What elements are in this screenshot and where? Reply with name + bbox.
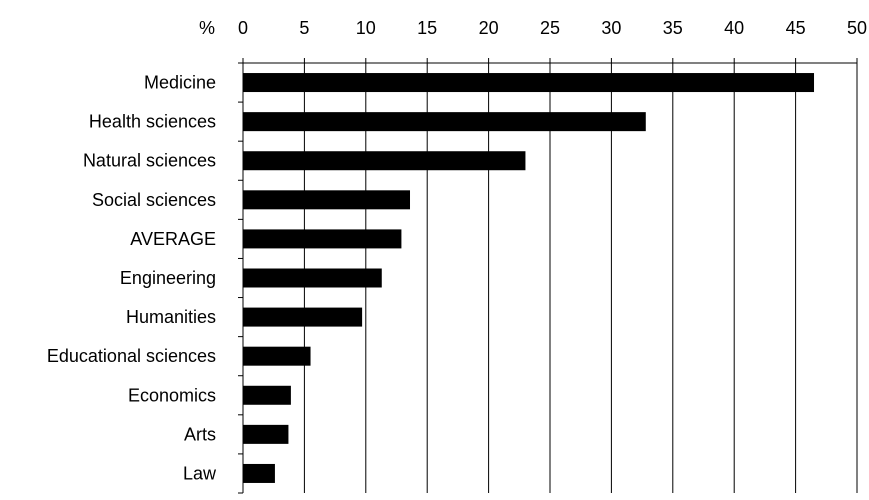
category-labels: Medicine Health sciences Natural sciences S… bbox=[47, 73, 217, 484]
bar bbox=[243, 190, 411, 210]
bar bbox=[243, 463, 275, 483]
x-tick-label: 15 bbox=[417, 18, 437, 38]
x-tick-labels: 0 5 10 15 20 25 30 35 40 45 50 bbox=[238, 18, 867, 38]
x-tick-label: 40 bbox=[724, 18, 744, 38]
category-label: AVERAGE bbox=[130, 229, 216, 249]
axes bbox=[238, 58, 858, 494]
category-label: Economics bbox=[128, 385, 216, 405]
x-tick-label: 5 bbox=[299, 18, 309, 38]
category-label: Social sciences bbox=[92, 190, 216, 210]
category-label: Humanities bbox=[126, 307, 216, 327]
category-label: Arts bbox=[184, 424, 216, 444]
category-label: Law bbox=[183, 463, 217, 483]
category-label: Educational sciences bbox=[47, 346, 216, 366]
category-label: Medicine bbox=[144, 73, 216, 93]
x-tick-label: 10 bbox=[356, 18, 376, 38]
x-tick-label: 30 bbox=[601, 18, 621, 38]
bar bbox=[243, 307, 363, 327]
x-tick-label: 25 bbox=[540, 18, 560, 38]
bar bbox=[243, 73, 815, 93]
bar bbox=[243, 424, 289, 444]
category-label: Engineering bbox=[120, 268, 216, 288]
category-label: Natural sciences bbox=[83, 151, 216, 171]
x-tick-label: 20 bbox=[479, 18, 499, 38]
bar bbox=[243, 229, 402, 249]
bar bbox=[243, 151, 526, 171]
unit-label: % bbox=[199, 18, 215, 38]
bar bbox=[243, 346, 311, 366]
bar bbox=[243, 112, 646, 132]
x-tick-label: 45 bbox=[786, 18, 806, 38]
bar bbox=[243, 385, 291, 405]
grid-lines bbox=[303, 63, 858, 493]
x-tick-label: 50 bbox=[847, 18, 867, 38]
bar bbox=[243, 268, 382, 288]
x-tick-label: 0 bbox=[238, 18, 248, 38]
bars bbox=[243, 73, 815, 483]
x-tick-label: 35 bbox=[663, 18, 683, 38]
category-label: Health sciences bbox=[89, 112, 216, 132]
